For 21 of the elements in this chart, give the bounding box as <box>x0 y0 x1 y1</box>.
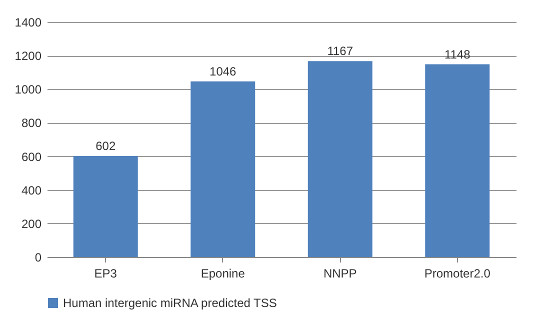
x-tick-label: Eponine <box>200 266 246 280</box>
legend-label: Human intergenic miRNA predicted TSS <box>63 296 277 310</box>
y-tick-label: 800 <box>21 116 42 130</box>
bar <box>308 61 372 257</box>
data-label: 602 <box>96 138 116 153</box>
data-label: 1167 <box>327 44 354 58</box>
y-tick-label: 400 <box>21 183 42 198</box>
y-tick-label: 600 <box>21 150 42 164</box>
y-tick-label: 1000 <box>14 82 42 97</box>
y-tick-label: 1400 <box>14 16 42 30</box>
data-label: 1046 <box>210 64 237 78</box>
bar <box>73 156 138 257</box>
bar <box>190 81 256 257</box>
x-tick-label: EP3 <box>94 266 118 280</box>
bar <box>425 64 490 257</box>
y-tick-label: 1200 <box>14 49 42 64</box>
y-tick-label: 200 <box>21 216 42 231</box>
x-tick-label: NNPP <box>323 266 357 280</box>
x-tick-label: Promoter2.0 <box>424 266 491 280</box>
y-tick-label: 0 <box>34 250 42 264</box>
data-label: 1148 <box>444 47 471 62</box>
